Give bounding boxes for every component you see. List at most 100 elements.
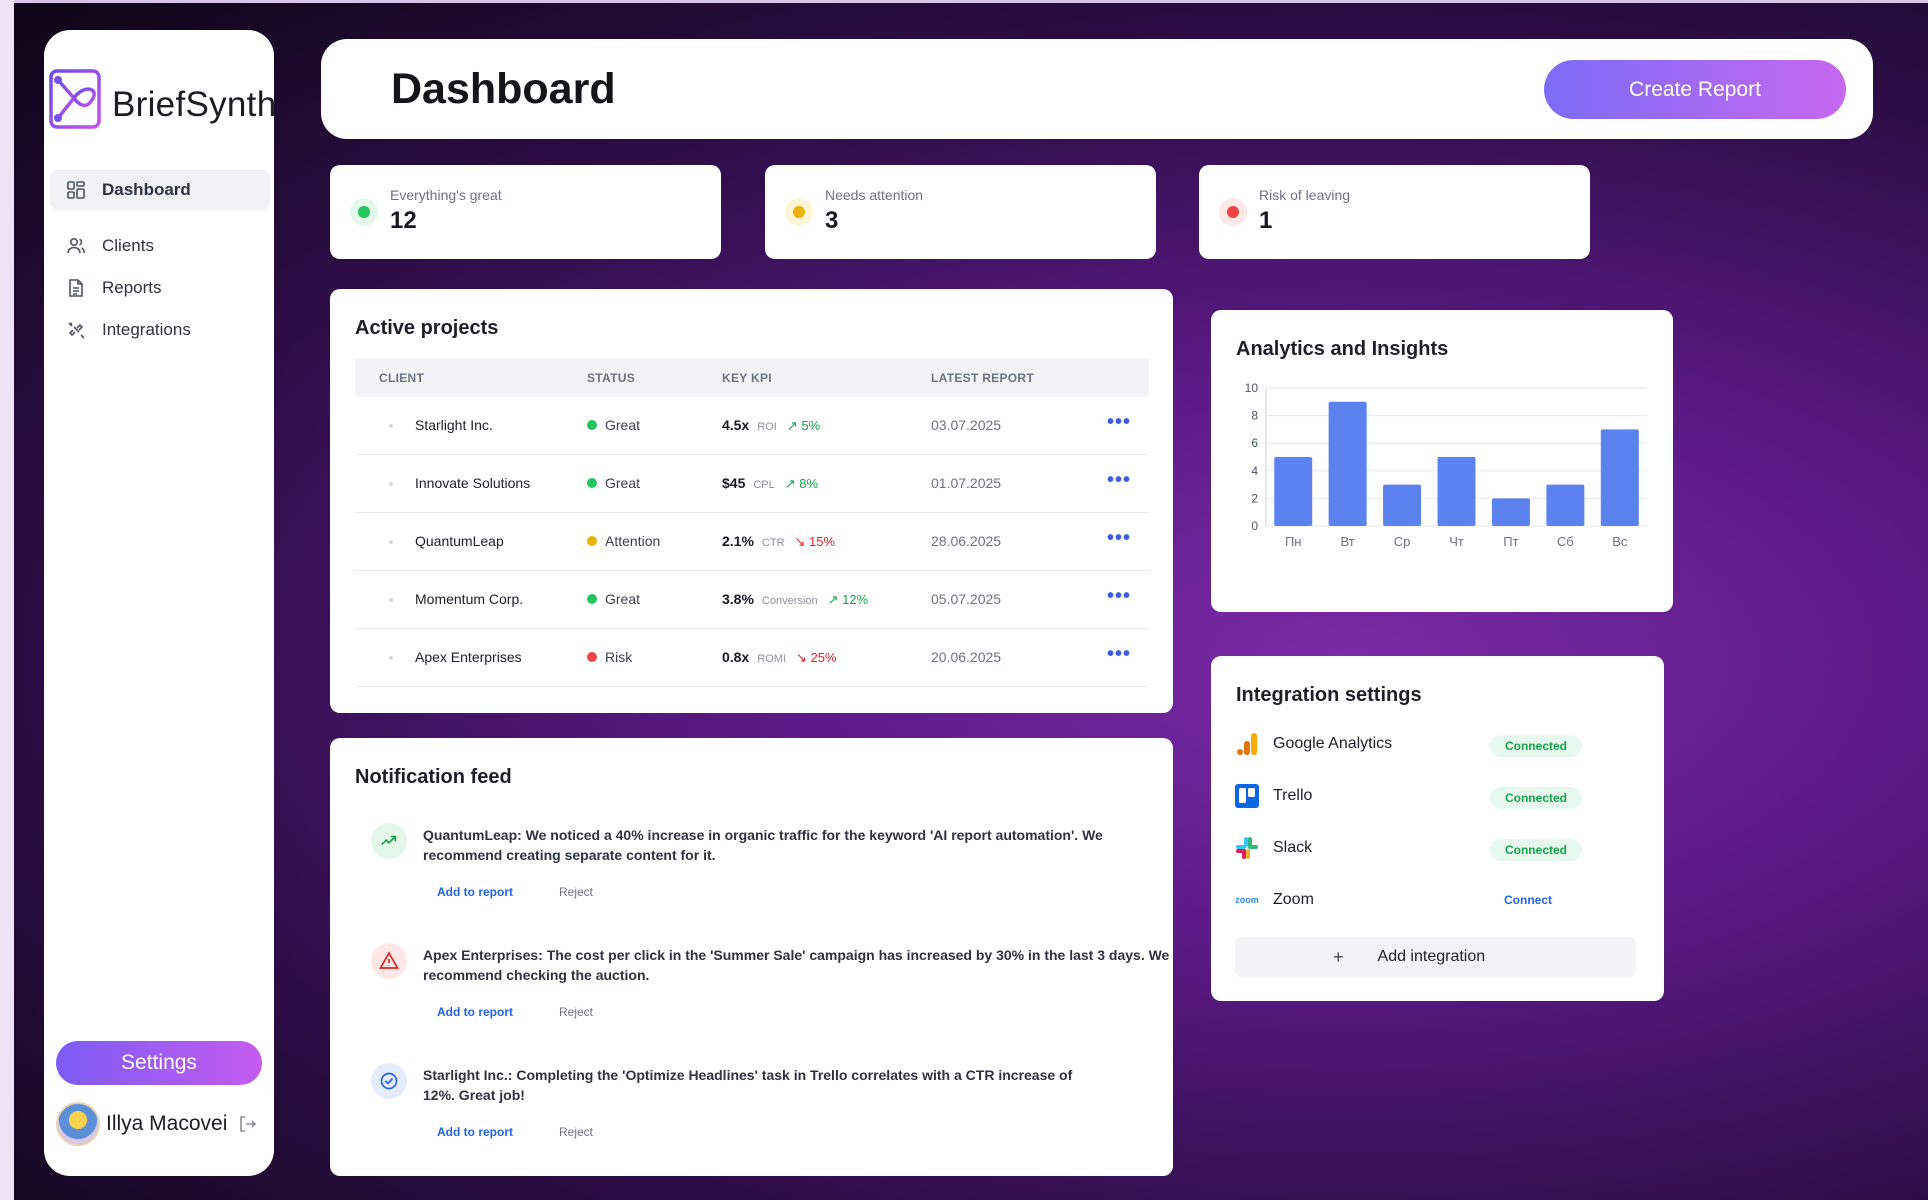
trend-up-icon: ↗ bbox=[827, 592, 843, 607]
client-name[interactable]: Starlight Inc. bbox=[415, 417, 493, 433]
y-tick-label: 4 bbox=[1251, 464, 1258, 478]
app-logo[interactable]: BriefSynth bbox=[48, 68, 276, 130]
kpi-value: 4.5x bbox=[722, 417, 750, 433]
reject-link[interactable]: Reject bbox=[559, 885, 594, 899]
column-header-client[interactable]: CLIENT bbox=[379, 371, 425, 385]
status-text: Great bbox=[605, 591, 641, 607]
kpi-delta: ↗ 12% bbox=[828, 592, 869, 608]
plug-icon bbox=[68, 322, 85, 339]
trend-down-icon: ↘ bbox=[795, 650, 811, 665]
warning-icon bbox=[371, 943, 407, 979]
connected-badge: Connected bbox=[1490, 787, 1582, 809]
delta-value: 25% bbox=[810, 650, 837, 665]
google-analytics-icon bbox=[1235, 731, 1259, 757]
trello-icon bbox=[1235, 783, 1259, 809]
notification-actions: Add to report Reject bbox=[437, 885, 593, 899]
client-name[interactable]: Innovate Solutions bbox=[415, 475, 531, 491]
chart-bar bbox=[1491, 498, 1530, 526]
stat-card-risk[interactable]: Risk of leaving 1 bbox=[1199, 165, 1590, 259]
table-header: CLIENT STATUS KEY KPI LATEST REPORT bbox=[355, 358, 1149, 397]
sidebar-item-clients[interactable]: Clients bbox=[50, 226, 270, 266]
kpi-cell: $45 CPL ↗ 8% bbox=[722, 475, 818, 492]
stat-card-attention[interactable]: Needs attention 3 bbox=[765, 165, 1156, 259]
notification-text: Starlight Inc.: Completing the 'Optimize… bbox=[423, 1067, 1073, 1103]
table-row[interactable]: Apex Enterprises Risk 0.8x ROMI ↘ 25% 20.0… bbox=[355, 629, 1149, 687]
page-title: Dashboard bbox=[391, 65, 616, 113]
kpi-name: CPL bbox=[753, 479, 775, 491]
more-options-button[interactable]: ••• bbox=[1107, 643, 1132, 665]
x-tick-label: Ср bbox=[1394, 534, 1411, 549]
notification-feed-card: Notification feed QuantumLeap: We notice… bbox=[330, 738, 1173, 1176]
stat-value: 12 bbox=[390, 207, 417, 234]
create-report-button[interactable]: Create Report bbox=[1544, 60, 1846, 119]
column-header-status[interactable]: STATUS bbox=[587, 371, 636, 385]
user-profile[interactable]: Illya Macovei bbox=[56, 1102, 257, 1146]
kpi-delta: ↘ 15% bbox=[795, 534, 836, 550]
integration-name: Zoom bbox=[1273, 891, 1314, 908]
client-name[interactable]: Apex Enterprises bbox=[415, 649, 522, 665]
kpi-cell: 3.8% Conversion ↗ 12% bbox=[722, 591, 868, 608]
add-to-report-link[interactable]: Add to report bbox=[437, 885, 513, 899]
briefsynth-logo-icon bbox=[49, 69, 101, 129]
connect-button[interactable]: Connect bbox=[1504, 893, 1552, 907]
more-options-button[interactable]: ••• bbox=[1107, 469, 1132, 491]
reject-link[interactable]: Reject bbox=[559, 1005, 594, 1019]
stat-label: Needs attention bbox=[825, 187, 924, 203]
sidebar-item-integrations[interactable]: Integrations bbox=[50, 310, 270, 350]
column-header-kpi[interactable]: KEY KPI bbox=[722, 371, 772, 385]
sidebar-item-dashboard[interactable]: Dashboard bbox=[50, 170, 270, 210]
more-options-button[interactable]: ••• bbox=[1107, 527, 1132, 549]
stat-card-great[interactable]: Everything's great 12 bbox=[330, 165, 721, 259]
table-row[interactable]: QuantumLeap Attention 2.1% CTR ↘ 15% 28.06… bbox=[355, 513, 1149, 571]
settings-button[interactable]: Settings bbox=[56, 1041, 262, 1085]
client-name[interactable]: QuantumLeap bbox=[415, 533, 504, 549]
delta-value: 12% bbox=[842, 592, 869, 607]
plus-icon: + bbox=[1333, 946, 1344, 967]
add-integration-button[interactable]: + Add integration bbox=[1235, 937, 1636, 977]
more-options-button[interactable]: ••• bbox=[1107, 585, 1132, 607]
status-indicator bbox=[350, 198, 378, 226]
avatar bbox=[56, 1102, 100, 1146]
zoom-icon: zoom bbox=[1235, 887, 1259, 913]
table-row[interactable]: Starlight Inc. Great 4.5x ROI ↗ 5% 03.07.2… bbox=[355, 397, 1149, 455]
delta-value: 5% bbox=[801, 418, 821, 433]
kpi-name: ROMI bbox=[757, 653, 786, 665]
status-text: Risk bbox=[605, 649, 633, 665]
sidebar-item-label: Dashboard bbox=[102, 180, 191, 199]
row-bullet bbox=[389, 598, 393, 602]
more-options-button[interactable]: ••• bbox=[1107, 411, 1132, 433]
card-title: Integration settings bbox=[1236, 684, 1422, 706]
chart-bar bbox=[1328, 401, 1367, 526]
table-row[interactable]: Innovate Solutions Great $45 CPL ↗ 8% 01.0… bbox=[355, 455, 1149, 513]
kpi-name: Conversion bbox=[761, 595, 818, 607]
x-tick-label: Вт bbox=[1341, 534, 1355, 549]
status-indicator bbox=[1219, 198, 1247, 226]
trend-up-icon: ↗ bbox=[784, 476, 800, 491]
x-tick-label: Вс bbox=[1612, 534, 1628, 549]
active-projects-card: Active projects CLIENT STATUS KEY KPI LA… bbox=[330, 289, 1173, 713]
sidebar-item-label: Reports bbox=[102, 278, 162, 297]
add-to-report-link[interactable]: Add to report bbox=[437, 1125, 513, 1139]
status-text: Attention bbox=[605, 533, 661, 549]
kpi-name: CTR bbox=[761, 537, 785, 549]
status-dot bbox=[587, 420, 597, 430]
logout-icon[interactable] bbox=[237, 1114, 257, 1134]
sidebar-item-label: Clients bbox=[102, 236, 154, 255]
add-to-report-link[interactable]: Add to report bbox=[437, 1005, 513, 1019]
report-date: 03.07.2025 bbox=[931, 417, 1002, 433]
notification-text: QuantumLeap: We noticed a 40% increase i… bbox=[423, 827, 1103, 863]
reject-link[interactable]: Reject bbox=[559, 1125, 594, 1139]
kpi-value: 2.1% bbox=[722, 533, 754, 549]
status-cell: Great bbox=[587, 591, 640, 607]
y-tick-label: 6 bbox=[1251, 436, 1258, 450]
column-header-report[interactable]: LATEST REPORT bbox=[931, 371, 1035, 385]
table-row[interactable]: Momentum Corp. Great 3.8% Conversion ↗ 12%… bbox=[355, 571, 1149, 629]
report-date: 28.06.2025 bbox=[931, 533, 1002, 549]
status-cell: Risk bbox=[587, 649, 632, 665]
sidebar-item-reports[interactable]: Reports bbox=[50, 268, 270, 308]
status-cell: Attention bbox=[587, 533, 660, 549]
kpi-delta: ↗ 8% bbox=[785, 476, 818, 492]
client-name[interactable]: Momentum Corp. bbox=[415, 591, 524, 607]
connected-badge: Connected bbox=[1490, 839, 1582, 861]
card-title: Analytics and Insights bbox=[1236, 338, 1449, 360]
